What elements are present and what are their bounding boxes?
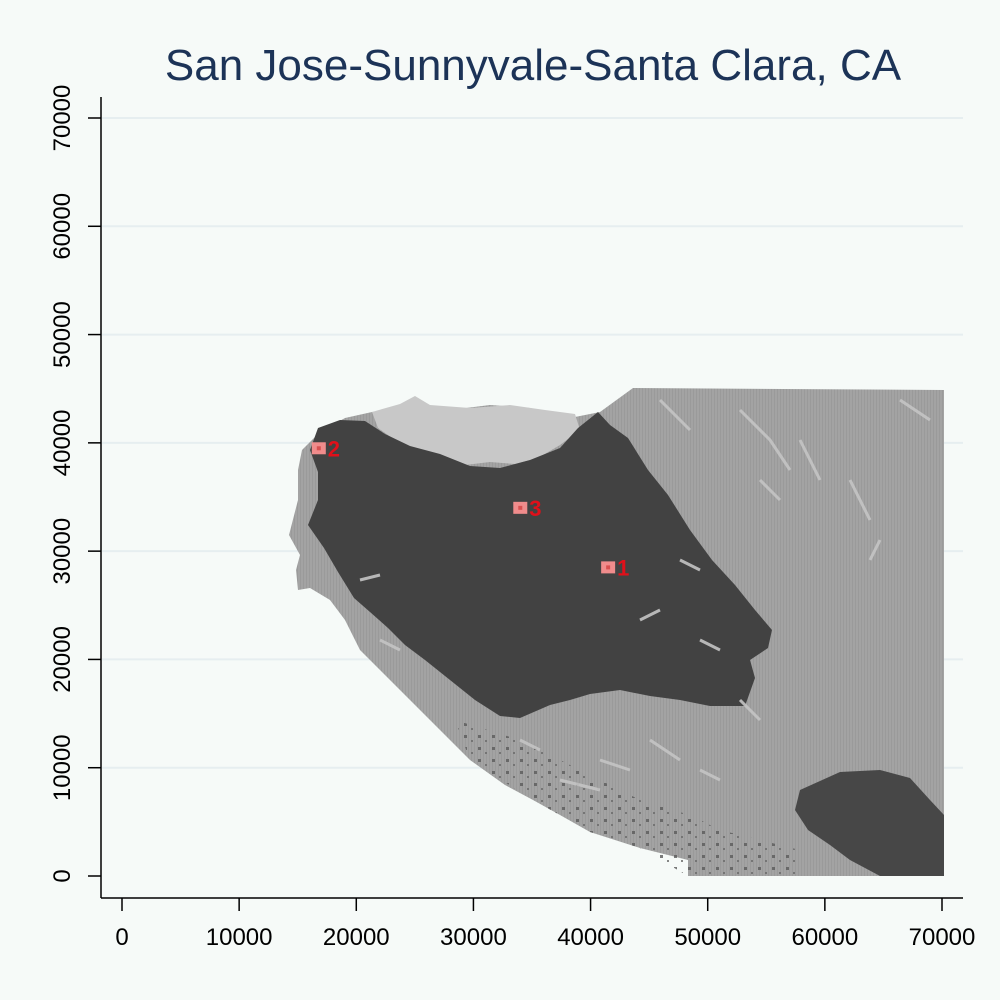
location-marker-label: 2 <box>328 436 340 461</box>
y-tick-label: 70000 <box>49 85 76 152</box>
x-tick-label: 20000 <box>323 924 390 951</box>
location-marker-label: 3 <box>529 496 541 521</box>
y-tick-label: 20000 <box>49 626 76 693</box>
plot-axes: 0 10000 20000 30000 40000 50000 60000 70000 010… <box>49 85 975 951</box>
location-marker-center <box>606 565 611 570</box>
dark-gray-region <box>308 412 772 718</box>
y-tick-label: 40000 <box>49 409 76 476</box>
terrain-raster <box>289 388 944 876</box>
x-tick-label: 0 <box>115 924 128 951</box>
y-tick-label: 10000 <box>49 734 76 801</box>
y-tick-label: 60000 <box>49 193 76 260</box>
chart-title: San Jose-Sunnyvale-Santa Clara, CA <box>165 41 902 90</box>
location-markers: 1 2 3 <box>311 436 629 580</box>
location-marker-center <box>518 505 523 510</box>
x-tick-label: 50000 <box>674 924 741 951</box>
x-tick-label: 60000 <box>791 924 858 951</box>
x-tick-label: 30000 <box>440 924 507 951</box>
x-tick-label: 70000 <box>909 924 976 951</box>
x-tick-label: 40000 <box>557 924 624 951</box>
x-tick-label: 10000 <box>206 924 273 951</box>
location-marker-label: 1 <box>617 555 629 580</box>
location-marker-center <box>316 446 321 451</box>
dark-gray-region-south <box>795 770 944 876</box>
y-tick-label: 30000 <box>49 518 76 585</box>
light-streaks <box>359 398 931 792</box>
x-axis-ticks: 0 10000 20000 30000 40000 50000 60000 70000 <box>115 898 975 951</box>
light-gray-region <box>372 396 580 465</box>
y-tick-label: 0 <box>49 869 76 882</box>
y-axis-ticks: 0 10000 20000 30000 40000 50000 60000 70000 <box>49 85 101 883</box>
y-tick-label: 50000 <box>49 301 76 368</box>
dark-speckle-overlay <box>455 720 800 876</box>
